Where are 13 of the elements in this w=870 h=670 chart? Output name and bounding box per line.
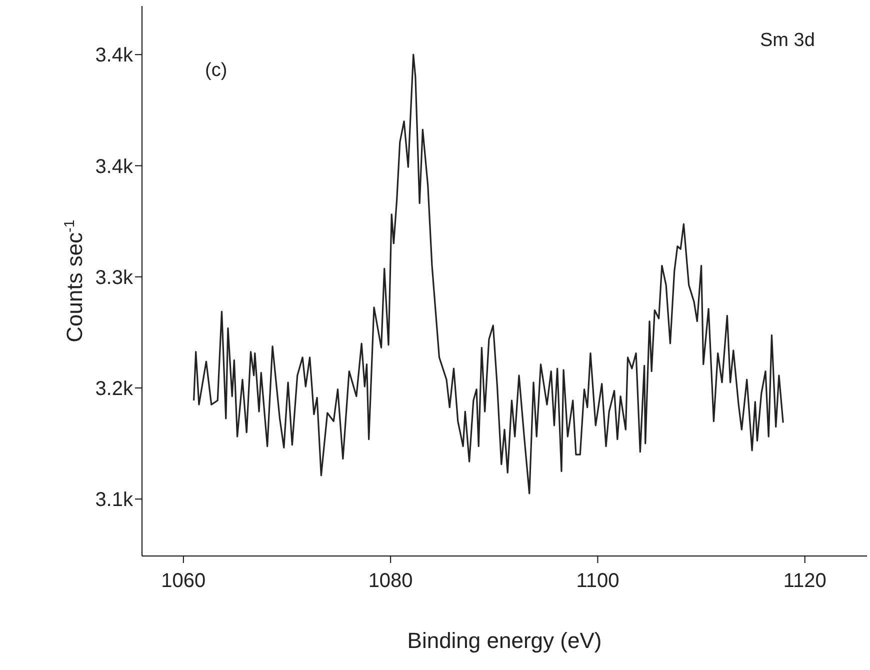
y-tick-label: 3.3k (95, 266, 134, 289)
x-tick-label: 1120 (783, 570, 826, 592)
x-tick-label: 1080 (368, 570, 413, 592)
x-tick-label: 1100 (576, 570, 620, 592)
y-tick-label: 3.4k (95, 156, 134, 178)
annotation: (c) (205, 60, 228, 82)
line-series (192, 54, 784, 494)
x-tick-label: 1060 (161, 570, 206, 592)
annotation: Sm 3d (760, 30, 815, 52)
y-tick-label: 3.1k (95, 489, 134, 512)
y-tick-label: 3.2k (95, 378, 134, 400)
y-tick-label: 3.4k (95, 44, 134, 67)
x-axis-title: Binding energy (eV) (407, 628, 602, 653)
